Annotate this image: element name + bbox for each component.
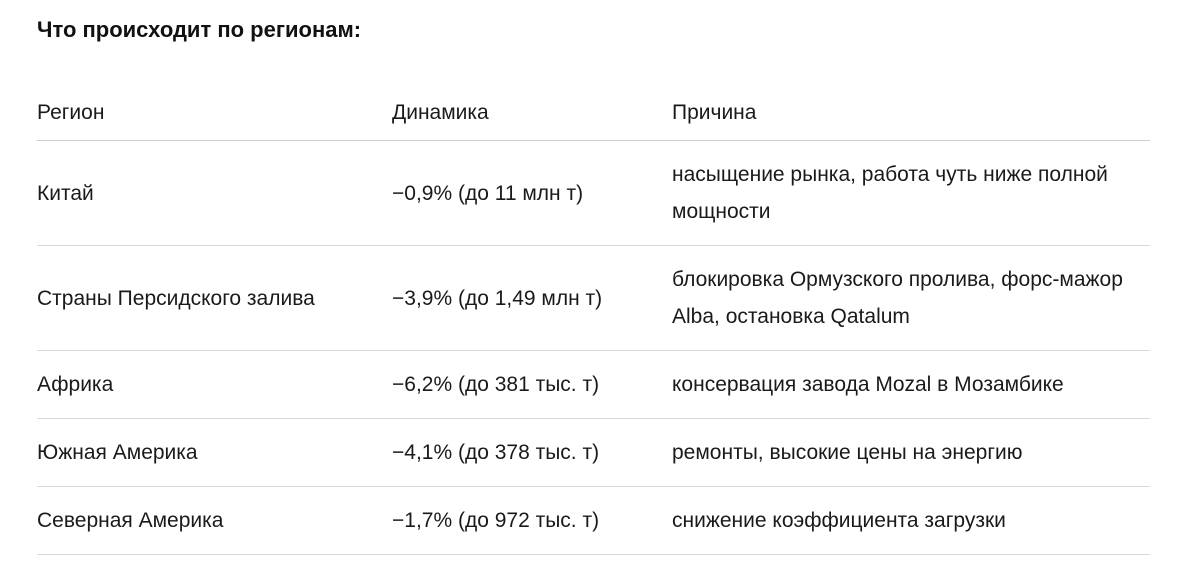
- cell-dynamics: −1,7% (до 972 тыс. т): [392, 486, 672, 555]
- cell-region: Африка: [37, 350, 392, 419]
- table-row: Китай −0,9% (до 11 млн т) насыщение рынк…: [37, 140, 1150, 246]
- cell-dynamics: −6,2% (до 381 тыс. т): [392, 350, 672, 419]
- cell-reason: ремонты, высокие цены на энергию: [672, 418, 1150, 487]
- regions-table-container: Регион Динамика Причина Китай −0,9% (до …: [37, 84, 1150, 555]
- column-header-dynamics: Динамика: [392, 84, 672, 141]
- cell-region: Южная Америка: [37, 418, 392, 487]
- cell-dynamics: −0,9% (до 11 млн т): [392, 140, 672, 246]
- cell-reason: консервация завода Mozal в Мозамбике: [672, 350, 1150, 419]
- cell-reason: насыщение рынка, работа чуть ниже полной…: [672, 140, 1150, 246]
- cell-region: Китай: [37, 140, 392, 246]
- cell-region: Страны Персидского залива: [37, 245, 392, 351]
- regions-table: Регион Динамика Причина Китай −0,9% (до …: [37, 84, 1150, 555]
- cell-dynamics: −3,9% (до 1,49 млн т): [392, 245, 672, 351]
- column-header-reason: Причина: [672, 84, 1150, 141]
- header-row: Регион Динамика Причина: [37, 84, 1150, 141]
- table-header: Регион Динамика Причина: [37, 84, 1150, 141]
- table-row: Южная Америка −4,1% (до 378 тыс. т) ремо…: [37, 418, 1150, 487]
- cell-dynamics: −4,1% (до 378 тыс. т): [392, 418, 672, 487]
- cell-region: Северная Америка: [37, 486, 392, 555]
- table-row: Страны Персидского залива −3,9% (до 1,49…: [37, 245, 1150, 351]
- table-row: Северная Америка −1,7% (до 972 тыс. т) с…: [37, 486, 1150, 555]
- column-header-region: Регион: [37, 84, 392, 141]
- table-body: Китай −0,9% (до 11 млн т) насыщение рынк…: [37, 140, 1150, 555]
- cell-reason: снижение коэффициента загрузки: [672, 486, 1150, 555]
- table-row: Африка −6,2% (до 381 тыс. т) консервация…: [37, 350, 1150, 419]
- section-heading: Что происходит по регионам:: [37, 17, 362, 42]
- cell-reason: блокировка Ормузского пролива, форс-мажо…: [672, 245, 1150, 351]
